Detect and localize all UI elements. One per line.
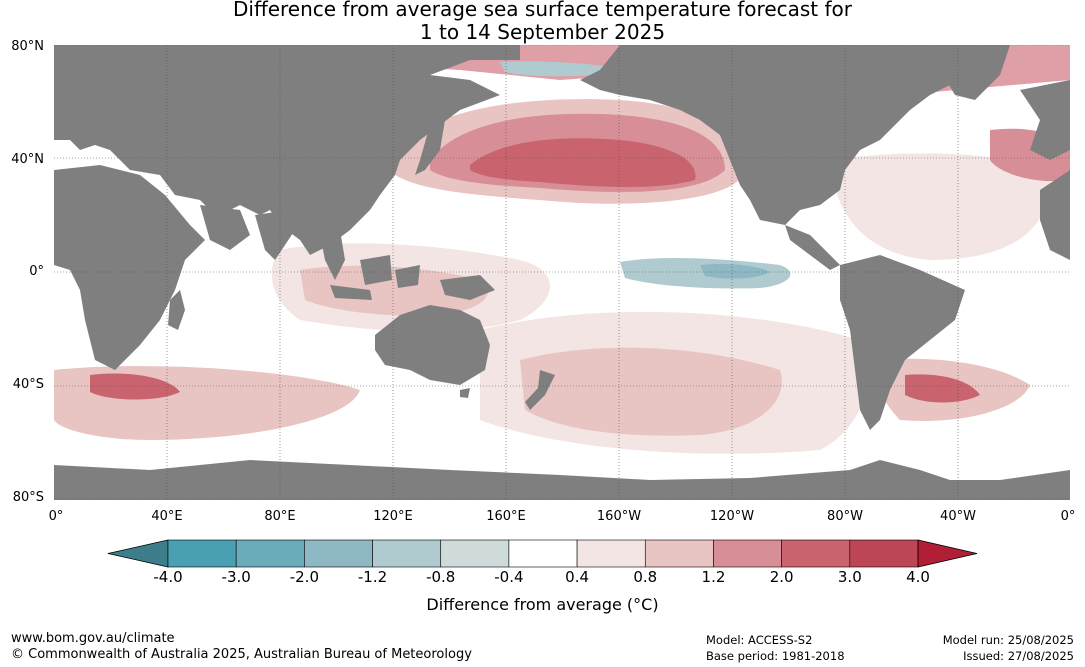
footer-url: www.bom.gov.au/climate <box>11 631 175 646</box>
colorbar-segment <box>644 539 714 568</box>
colorbar-segment <box>304 539 373 568</box>
lat-label-40n: 40°N <box>11 152 44 167</box>
footer-base-period: Base period: 1981-2018 <box>706 649 845 663</box>
colorbar-tick-label: 1.2 <box>701 568 726 586</box>
colorbar-segment <box>576 539 646 568</box>
colorbar-segment <box>713 539 782 568</box>
colorbar-segment <box>781 539 851 568</box>
lon-label-40e: 40°E <box>151 509 183 524</box>
colorbar-segment <box>508 539 578 568</box>
land-masses <box>54 45 1070 500</box>
colorbar-segment <box>235 539 305 568</box>
map-title-line2: 1 to 14 September 2025 <box>419 20 666 44</box>
colorbar-tick-label: 2.0 <box>769 568 794 586</box>
lon-label-120e: 120°E <box>373 509 413 524</box>
colorbar-tick-label: -3.0 <box>221 568 251 586</box>
colorbar-title: Difference from average (°C) <box>426 595 659 614</box>
map-title-line1: Difference from average sea surface temp… <box>232 0 852 21</box>
colorbar-extend-low <box>107 539 169 568</box>
lat-label-80n: 80°N <box>11 39 44 54</box>
lon-label-160e: 160°E <box>486 509 526 524</box>
anomaly-fields <box>54 45 1070 454</box>
colorbar-tick-label: -0.8 <box>426 568 456 586</box>
footer-issued: Issued: 27/08/2025 <box>963 649 1074 663</box>
colorbar-tick-label: -4.0 <box>153 568 183 586</box>
colorbar-tick-label: 0.8 <box>633 568 658 586</box>
colorbar-segment <box>849 539 919 568</box>
graticule <box>54 45 1070 500</box>
colorbar-tick-label: 3.0 <box>837 568 862 586</box>
lat-label-80s: 80°S <box>12 490 44 505</box>
lon-label-120w: 120°W <box>709 509 755 524</box>
lat-label-0: 0° <box>29 264 44 279</box>
sst-anomaly-map <box>54 45 1070 500</box>
lon-label-40w: 40°W <box>940 509 976 524</box>
colorbar-extend-high <box>917 539 978 568</box>
lon-label-80w: 80°W <box>827 509 863 524</box>
lon-label-0: 0° <box>48 509 64 524</box>
colorbar-tick-label: -2.0 <box>289 568 319 586</box>
colorbar-tick-label: -1.2 <box>357 568 388 586</box>
colorbar-segment <box>372 539 442 568</box>
colorbar-segment <box>440 539 510 568</box>
footer-copyright: © Commonwealth of Australia 2025, Austra… <box>11 647 472 662</box>
lat-label-40s: 40°S <box>12 377 44 392</box>
lon-label-160w: 160°W <box>596 509 642 524</box>
colorbar-tick-label: 0.4 <box>565 568 590 586</box>
colorbar-tick-label: -0.4 <box>494 568 524 586</box>
lon-label-80e: 80°E <box>264 509 296 524</box>
footer-model: Model: ACCESS-S2 <box>706 633 813 647</box>
lon-label-0-east: 0° <box>1060 509 1076 524</box>
colorbar-tick-label: 4.0 <box>906 568 930 586</box>
footer-model-run: Model run: 25/08/2025 <box>942 633 1074 647</box>
colorbar-segment <box>167 539 237 568</box>
